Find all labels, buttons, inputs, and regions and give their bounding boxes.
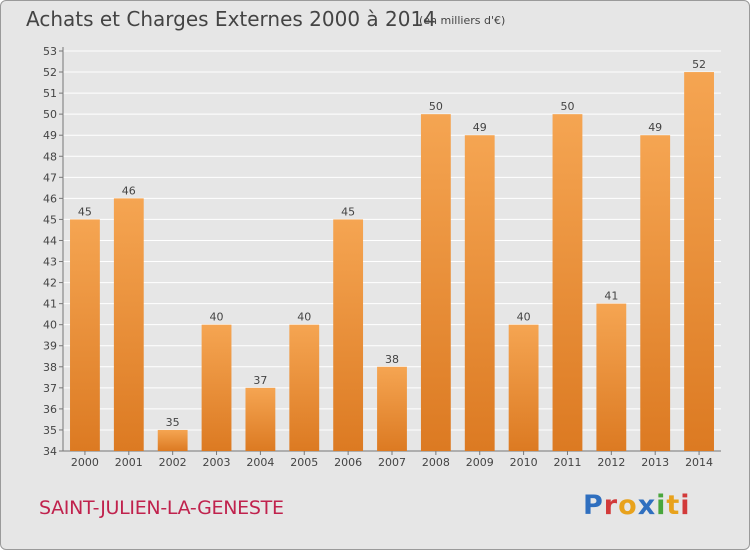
bar-2012 — [596, 303, 627, 451]
y-tick-label: 40 — [43, 319, 57, 332]
data-label: 41 — [604, 290, 618, 303]
x-tick-label: 2011 — [553, 456, 581, 469]
y-tick-label: 47 — [43, 171, 57, 184]
x-tick-label: 2005 — [290, 456, 318, 469]
y-tick-label: 38 — [43, 361, 57, 374]
y-tick-label: 50 — [43, 108, 57, 121]
data-label: 40 — [297, 311, 311, 324]
data-label: 45 — [78, 205, 92, 218]
x-tick-label: 2010 — [510, 456, 538, 469]
logo-letter: r — [603, 490, 619, 521]
data-label: 40 — [210, 311, 224, 324]
x-tick-label: 2012 — [597, 456, 625, 469]
logo-letter: t — [666, 490, 681, 521]
data-label: 49 — [473, 121, 487, 134]
data-label: 52 — [692, 58, 706, 71]
y-tick-label: 49 — [43, 129, 57, 142]
bar-2001 — [113, 198, 144, 451]
bar-2004 — [245, 387, 276, 451]
labels: 34 35 36 37 38 39 40 41 42 43 44 45 46 47 48 49 50 51 52 53… — [43, 45, 713, 469]
bars — [70, 72, 714, 452]
logo-letter: i — [680, 490, 691, 521]
bar-2008 — [420, 114, 451, 451]
bar-2011 — [552, 114, 583, 451]
data-label: 49 — [648, 121, 662, 134]
bar-2007 — [377, 366, 407, 451]
data-label: 50 — [560, 100, 574, 113]
x-tick-label: 2013 — [641, 456, 669, 469]
data-label: 38 — [385, 353, 399, 366]
x-tick-label: 2014 — [685, 456, 713, 469]
x-tick-label: 2007 — [378, 456, 406, 469]
y-tick-label: 52 — [43, 66, 57, 79]
y-tick-label: 41 — [43, 298, 57, 311]
y-tick-label: 46 — [43, 192, 57, 205]
data-label: 50 — [429, 100, 443, 113]
data-label: 45 — [341, 205, 355, 218]
y-tick-label: 51 — [43, 87, 57, 100]
data-label: 46 — [122, 184, 136, 197]
x-tick-label: 2001 — [115, 456, 143, 469]
y-tick-label: 42 — [43, 277, 57, 290]
x-tick-label: 2003 — [203, 456, 231, 469]
y-tick-label: 35 — [43, 424, 57, 437]
y-tick-label: 44 — [43, 234, 57, 247]
chart-title: Achats et Charges Externes 2000 à 2014 — [26, 7, 436, 31]
proxiti-logo: Proxiti — [583, 490, 691, 521]
y-tick-label: 48 — [43, 150, 57, 163]
data-label: 35 — [166, 416, 180, 429]
data-label: 37 — [253, 374, 267, 387]
chart-subtitle: (en milliers d'€) — [419, 14, 506, 27]
y-tick-label: 39 — [43, 340, 57, 353]
bar-2002 — [157, 429, 188, 451]
bar-2000 — [70, 219, 100, 451]
logo-letter: i — [656, 490, 667, 521]
y-tick-label: 34 — [43, 445, 57, 458]
x-tick-label: 2009 — [466, 456, 494, 469]
y-tick-label: 36 — [43, 403, 57, 416]
commune-name: SAINT-JULIEN-LA-GENESTE — [39, 497, 284, 519]
bar-2005 — [289, 324, 320, 451]
y-tick-label: 45 — [43, 213, 57, 226]
bar-2013 — [640, 135, 671, 452]
bar-2003 — [201, 324, 232, 451]
bar-2010 — [508, 324, 539, 451]
x-tick-label: 2006 — [334, 456, 362, 469]
x-tick-label: 2002 — [159, 456, 187, 469]
y-tick-label: 37 — [43, 382, 57, 395]
y-tick-label: 43 — [43, 256, 57, 269]
x-tick-label: 2004 — [246, 456, 274, 469]
bar-2006 — [333, 219, 364, 451]
logo-letter: P — [583, 490, 604, 521]
x-tick-label: 2000 — [71, 456, 99, 469]
logo-letter: o — [618, 490, 638, 521]
bar-2009 — [464, 135, 495, 452]
bar-2014 — [684, 72, 714, 451]
y-tick-label: 53 — [43, 45, 57, 58]
logo-letter: x — [637, 490, 657, 521]
x-tick-label: 2008 — [422, 456, 450, 469]
data-label: 40 — [517, 311, 531, 324]
